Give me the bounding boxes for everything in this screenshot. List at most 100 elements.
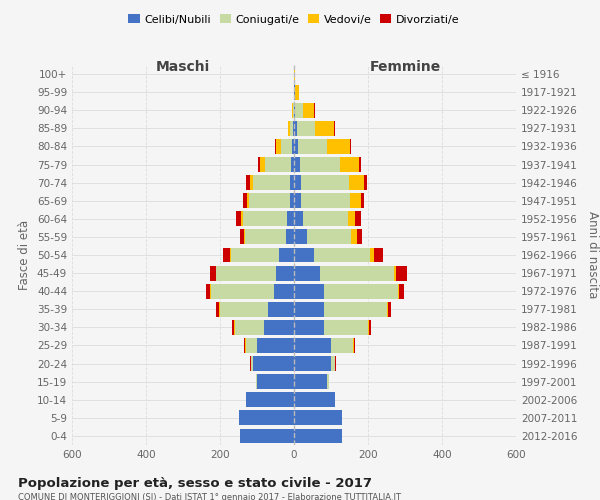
Bar: [295, 103, 303, 118]
Bar: [298, 139, 328, 154]
Bar: [215, 266, 216, 280]
Bar: [291, 157, 294, 172]
Bar: [253, 175, 290, 190]
Bar: [294, 248, 314, 262]
Bar: [242, 194, 247, 208]
Text: Femmine: Femmine: [370, 60, 440, 74]
Text: Popolazione per età, sesso e stato civile - 2017: Popolazione per età, sesso e stato civil…: [18, 478, 372, 490]
Bar: [257, 338, 294, 353]
Bar: [294, 194, 301, 208]
Bar: [243, 212, 287, 226]
Bar: [369, 320, 371, 335]
Bar: [258, 157, 260, 172]
Bar: [257, 374, 294, 389]
Bar: [241, 212, 243, 226]
Bar: [340, 157, 359, 172]
Bar: [246, 392, 294, 407]
Bar: [316, 121, 334, 136]
Bar: [328, 139, 349, 154]
Bar: [314, 103, 315, 118]
Bar: [239, 410, 294, 426]
Bar: [301, 194, 349, 208]
Y-axis label: Anni di nascita: Anni di nascita: [586, 212, 599, 298]
Bar: [294, 157, 299, 172]
Bar: [349, 139, 350, 154]
Bar: [394, 266, 396, 280]
Bar: [370, 248, 374, 262]
Bar: [374, 248, 383, 262]
Bar: [399, 284, 404, 298]
Bar: [287, 212, 294, 226]
Bar: [244, 338, 245, 353]
Bar: [294, 392, 335, 407]
Bar: [236, 212, 241, 226]
Y-axis label: Fasce di età: Fasce di età: [19, 220, 31, 290]
Bar: [353, 338, 354, 353]
Bar: [328, 374, 329, 389]
Bar: [354, 338, 355, 353]
Bar: [251, 356, 253, 371]
Bar: [275, 266, 294, 280]
Bar: [234, 320, 235, 335]
Bar: [398, 284, 399, 298]
Bar: [294, 103, 295, 118]
Bar: [368, 320, 369, 335]
Bar: [210, 284, 211, 298]
Bar: [279, 248, 294, 262]
Bar: [294, 266, 320, 280]
Bar: [301, 175, 349, 190]
Bar: [260, 157, 265, 172]
Bar: [289, 121, 290, 136]
Bar: [256, 374, 257, 389]
Bar: [250, 175, 253, 190]
Bar: [290, 175, 294, 190]
Bar: [211, 284, 274, 298]
Bar: [232, 320, 234, 335]
Bar: [349, 175, 364, 190]
Bar: [294, 302, 323, 316]
Bar: [253, 356, 294, 371]
Bar: [299, 157, 340, 172]
Bar: [241, 428, 294, 444]
Bar: [281, 139, 292, 154]
Bar: [219, 302, 220, 316]
Bar: [245, 230, 286, 244]
Bar: [294, 428, 342, 444]
Bar: [364, 175, 367, 190]
Bar: [235, 320, 265, 335]
Bar: [288, 121, 289, 136]
Bar: [246, 338, 257, 353]
Bar: [265, 320, 294, 335]
Bar: [361, 194, 364, 208]
Bar: [294, 139, 298, 154]
Bar: [307, 230, 352, 244]
Bar: [265, 157, 291, 172]
Bar: [314, 248, 370, 262]
Bar: [294, 212, 303, 226]
Bar: [331, 356, 335, 371]
Bar: [250, 356, 251, 371]
Bar: [216, 266, 275, 280]
Bar: [294, 284, 323, 298]
Bar: [323, 284, 398, 298]
Bar: [294, 230, 307, 244]
Bar: [249, 194, 290, 208]
Bar: [268, 302, 294, 316]
Bar: [275, 139, 281, 154]
Bar: [294, 320, 323, 335]
Bar: [355, 212, 361, 226]
Bar: [247, 194, 249, 208]
Bar: [297, 121, 316, 136]
Bar: [388, 302, 391, 316]
Bar: [244, 230, 245, 244]
Bar: [294, 84, 295, 100]
Bar: [396, 266, 407, 280]
Bar: [220, 302, 268, 316]
Bar: [320, 266, 394, 280]
Bar: [323, 320, 368, 335]
Bar: [274, 284, 294, 298]
Bar: [359, 157, 361, 172]
Bar: [357, 230, 362, 244]
Bar: [245, 338, 246, 353]
Bar: [206, 284, 210, 298]
